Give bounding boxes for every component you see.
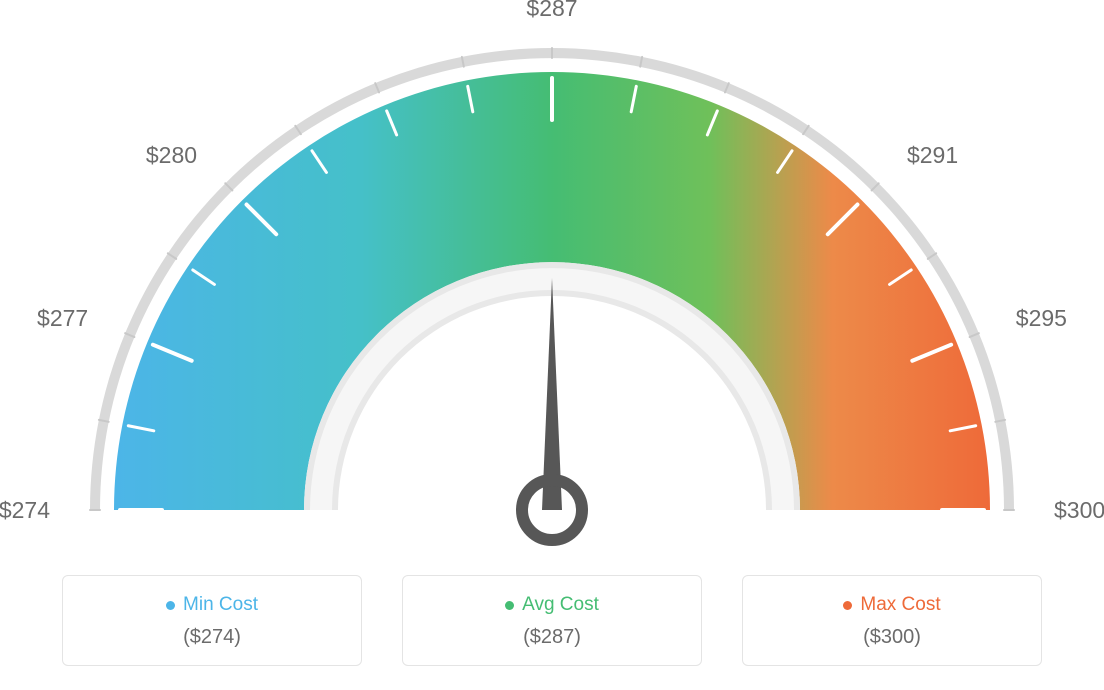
legend-dot-max — [843, 601, 852, 610]
gauge-svg: $274 $277 $280 $287 $291 $295 $300 — [0, 0, 1104, 560]
legend-value-min: ($274) — [183, 626, 241, 649]
legend-label-max: Max Cost — [860, 594, 940, 616]
svg-text:$274: $274 — [0, 497, 50, 523]
svg-text:$280: $280 — [146, 142, 197, 168]
legend-dot-avg — [505, 601, 514, 610]
legend-box-min: Min Cost ($274) — [62, 575, 362, 666]
svg-text:$291: $291 — [907, 142, 958, 168]
svg-text:$277: $277 — [37, 305, 88, 331]
legend-label-avg: Avg Cost — [522, 594, 599, 616]
legend-row: Min Cost ($274) Avg Cost ($287) Max Cost… — [0, 575, 1104, 666]
svg-text:$295: $295 — [1016, 305, 1067, 331]
legend-box-max: Max Cost ($300) — [742, 575, 1042, 666]
svg-text:$287: $287 — [526, 0, 577, 21]
legend-value-avg: ($287) — [523, 626, 581, 649]
legend-label-row: Max Cost — [843, 594, 940, 616]
legend-box-avg: Avg Cost ($287) — [402, 575, 702, 666]
svg-text:$300: $300 — [1054, 497, 1104, 523]
legend-label-min: Min Cost — [183, 594, 258, 616]
legend-label-row: Avg Cost — [505, 594, 599, 616]
legend-dot-min — [166, 601, 175, 610]
legend-label-row: Min Cost — [166, 594, 258, 616]
legend-value-max: ($300) — [863, 626, 921, 649]
gauge-chart: $274 $277 $280 $287 $291 $295 $300 — [0, 0, 1104, 560]
